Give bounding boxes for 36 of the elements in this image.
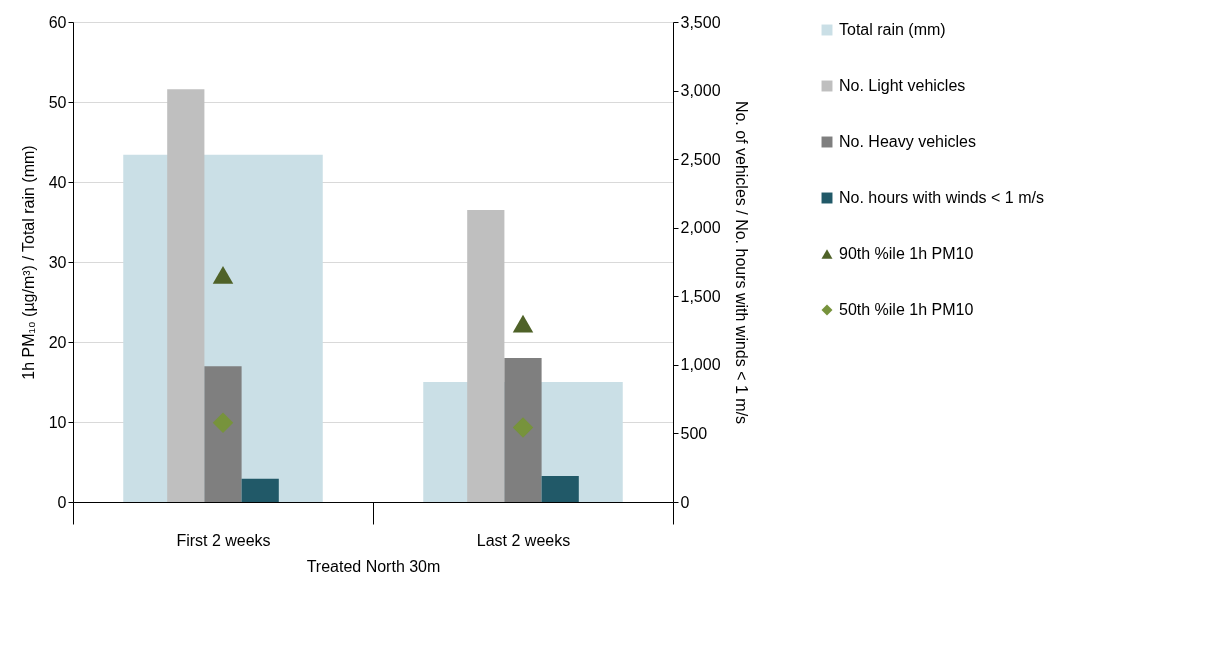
y-tick-label: 20 [48,333,67,351]
legend-label: No. Light vehicles [839,77,966,94]
point [212,412,234,434]
y2-axis-title: No. of vehicles / No. hours with winds < 1 m/s [732,100,750,425]
y-tick-label: 50 [48,93,67,111]
y-tick-label: 60 [48,13,67,31]
bar [241,478,279,502]
y2-tick-label: 500 [680,424,708,442]
x-tick-label: First 2 weeks [176,531,271,549]
legend-label: No. Heavy vehicles [839,133,976,150]
legend-label: Total rain (mm) [839,21,946,38]
legend-label: 50th %ile 1h PM10 [839,301,974,318]
legend-label: No. hours with winds < 1 m/s [839,189,1044,206]
y2-tick-label: 3,500 [680,13,721,31]
y-tick-label: 0 [57,493,67,511]
y2-tick-label: 0 [680,493,690,511]
x-tick-label: Last 2 weeks [476,531,571,549]
y2-tick-label: 1,000 [680,356,721,374]
bar [541,475,579,502]
y2-tick-label: 3,000 [680,82,721,100]
y2-tick-label: 2,000 [680,219,721,237]
x-axis-title: Treated North 30m [306,557,441,575]
bar [467,209,505,502]
legend-label: 90th %ile 1h PM10 [839,245,974,262]
bar [504,358,542,502]
point [512,314,534,333]
point [512,417,534,438]
bar [204,366,242,502]
y-tick-label: 40 [48,173,67,191]
y2-tick-label: 2,500 [680,150,721,168]
point [212,265,234,284]
y2-tick-label: 1,500 [680,287,721,305]
y-tick-label: 10 [48,413,67,431]
y-tick-label: 30 [48,253,67,271]
y-axis-title: 1h PM₁₀ (µg/m³) / Total rain (mm) [19,145,37,380]
bar [167,89,205,502]
